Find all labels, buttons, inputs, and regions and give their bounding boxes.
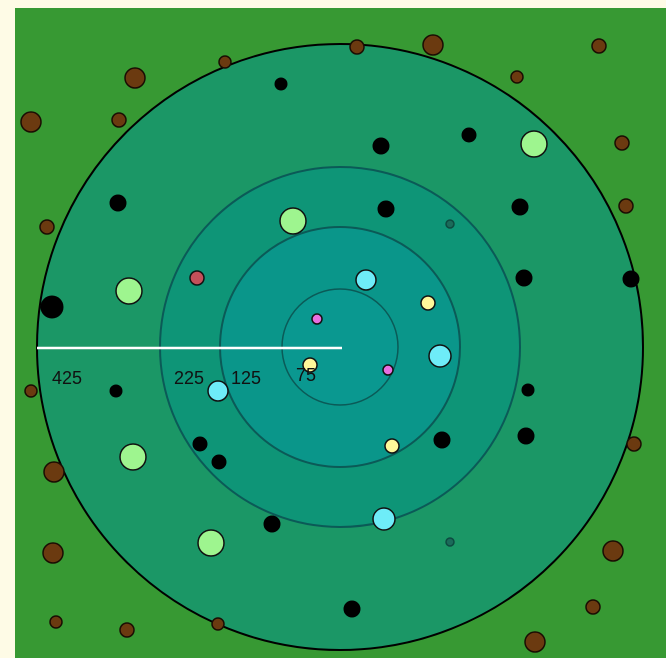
brown-dot[interactable] (618, 198, 634, 214)
brown-dot[interactable] (211, 617, 225, 631)
brown-dot[interactable] (591, 38, 607, 54)
brown-dot[interactable] (349, 39, 365, 55)
brown-dot[interactable] (585, 599, 601, 615)
black-dot[interactable] (461, 127, 477, 143)
brown-dot[interactable] (422, 34, 444, 56)
magenta-dot[interactable] (311, 313, 323, 325)
ring-label-225: 225 (174, 368, 204, 388)
green-dot[interactable] (115, 277, 143, 305)
brown-dot[interactable] (39, 219, 55, 235)
cyan-dot[interactable] (355, 269, 377, 291)
black-dot[interactable] (109, 384, 123, 398)
cyan-dot[interactable] (428, 344, 452, 368)
black-dot[interactable] (521, 383, 535, 397)
yellow-dot[interactable] (302, 357, 318, 373)
black-dot[interactable] (263, 515, 281, 533)
black-dot[interactable] (433, 431, 451, 449)
brown-dot[interactable] (218, 55, 232, 69)
magenta-dot[interactable] (382, 364, 394, 376)
yellow-dot[interactable] (384, 438, 400, 454)
game-pieces[interactable] (20, 34, 642, 653)
black-dot[interactable] (515, 269, 533, 287)
black-dot[interactable] (211, 454, 227, 470)
brown-dot[interactable] (510, 70, 524, 84)
green-dot[interactable] (197, 529, 225, 557)
black-dot[interactable] (622, 270, 640, 288)
cyan-dot[interactable] (372, 507, 396, 531)
black-dot[interactable] (109, 194, 127, 212)
ring-label-425: 425 (52, 368, 82, 388)
brown-dot[interactable] (124, 67, 146, 89)
black-dot[interactable] (517, 427, 535, 445)
brown-dot[interactable] (49, 615, 63, 629)
brown-dot[interactable] (524, 631, 546, 653)
brown-dot[interactable] (42, 542, 64, 564)
faint-dot[interactable] (445, 219, 455, 229)
black-dot[interactable] (511, 198, 529, 216)
green-dot[interactable] (279, 207, 307, 235)
black-dot[interactable] (343, 600, 361, 618)
brown-dot[interactable] (602, 540, 624, 562)
ring-label-125: 125 (231, 368, 261, 388)
cyan-dot[interactable] (207, 380, 229, 402)
brown-dot[interactable] (24, 384, 38, 398)
brown-dot[interactable] (614, 135, 630, 151)
yellow-dot[interactable] (420, 295, 436, 311)
faint-dot[interactable] (445, 537, 455, 547)
black-dot[interactable] (372, 137, 390, 155)
black-dot[interactable] (274, 77, 288, 91)
brown-dot[interactable] (626, 436, 642, 452)
black-dot[interactable] (192, 436, 208, 452)
red-dot[interactable] (189, 270, 205, 286)
black-dot[interactable] (40, 295, 64, 319)
brown-dot[interactable] (111, 112, 127, 128)
brown-dot[interactable] (20, 111, 42, 133)
black-dot[interactable] (377, 200, 395, 218)
ring-label-75: 75 (296, 365, 316, 385)
green-dot[interactable] (520, 130, 548, 158)
green-dot[interactable] (119, 443, 147, 471)
brown-dot[interactable] (119, 622, 135, 638)
brown-dot[interactable] (43, 461, 65, 483)
